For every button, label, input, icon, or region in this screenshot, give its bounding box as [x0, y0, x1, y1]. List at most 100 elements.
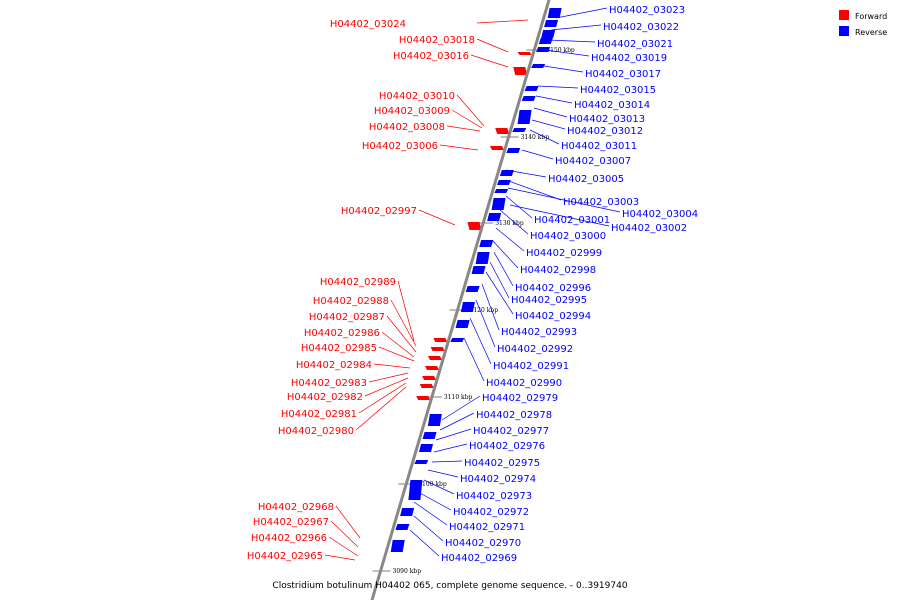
forward-gene-feature[interactable]	[427, 356, 442, 360]
forward-gene-label[interactable]: H04402_03008	[369, 122, 445, 133]
forward-gene-feature[interactable]	[422, 376, 437, 380]
reverse-gene-label[interactable]: H04402_02976	[469, 441, 545, 452]
forward-gene-label[interactable]: H04402_03010	[379, 91, 455, 102]
forward-gene-feature[interactable]	[495, 128, 510, 134]
forward-gene-feature[interactable]	[513, 67, 528, 75]
reverse-gene-label[interactable]: H04402_02999	[526, 248, 602, 259]
reverse-gene-feature[interactable]	[471, 266, 486, 274]
reverse-gene-feature[interactable]	[479, 240, 494, 247]
reverse-gene-label[interactable]: H04402_03011	[561, 141, 637, 152]
reverse-gene-feature[interactable]	[408, 480, 423, 500]
reverse-gene-label[interactable]: H04402_02993	[501, 327, 577, 338]
reverse-gene-label[interactable]: H04402_03015	[580, 85, 656, 96]
reverse-gene-feature[interactable]	[524, 86, 539, 91]
reverse-gene-label[interactable]: H04402_02970	[445, 538, 521, 549]
forward-gene-label[interactable]: H04402_03009	[374, 106, 450, 117]
reverse-gene-feature[interactable]	[517, 110, 532, 124]
forward-gene-feature[interactable]	[517, 52, 532, 55]
forward-gene-feature[interactable]	[425, 366, 440, 370]
forward-gene-label[interactable]: H04402_02987	[309, 312, 385, 323]
reverse-gene-label[interactable]: H04402_03002	[611, 223, 687, 234]
reverse-gene-feature[interactable]	[390, 540, 405, 552]
reverse-gene-feature[interactable]	[491, 198, 506, 210]
reverse-gene-label[interactable]: H04402_02995	[511, 295, 587, 306]
reverse-gene-label[interactable]: H04402_02975	[464, 458, 540, 469]
reverse-gene-feature[interactable]	[400, 508, 415, 516]
forward-gene-label[interactable]: H04402_02968	[258, 502, 334, 513]
forward-gene-label[interactable]: H04402_03016	[393, 51, 469, 62]
reverse-gene-label[interactable]: H04402_02972	[453, 507, 529, 518]
reverse-gene-label[interactable]: H04402_03004	[622, 209, 698, 220]
reverse-gene-feature[interactable]	[487, 213, 502, 221]
reverse-gene-label[interactable]: H04402_03000	[530, 231, 606, 242]
reverse-gene-feature[interactable]	[531, 64, 546, 68]
reverse-gene-feature[interactable]	[544, 20, 559, 27]
reverse-gene-label[interactable]: H04402_03013	[569, 114, 645, 125]
reverse-gene-feature[interactable]	[465, 286, 480, 292]
reverse-gene-label[interactable]: H04402_03003	[563, 197, 639, 208]
forward-gene-feature[interactable]	[430, 347, 445, 351]
reverse-gene-label[interactable]: H04402_02978	[476, 410, 552, 421]
forward-gene-label[interactable]: H04402_02966	[251, 533, 327, 544]
reverse-gene-feature[interactable]	[455, 320, 470, 328]
forward-gene-label[interactable]: H04402_02965	[247, 551, 323, 562]
forward-gene-label[interactable]: H04402_02981	[281, 409, 357, 420]
reverse-gene-feature[interactable]	[496, 180, 511, 185]
reverse-gene-label[interactable]: H04402_02977	[473, 426, 549, 437]
forward-gene-label[interactable]: H04402_02997	[341, 206, 417, 217]
reverse-gene-label[interactable]: H04402_03001	[534, 215, 610, 226]
reverse-gene-label[interactable]: H04402_03021	[597, 39, 673, 50]
reverse-gene-label[interactable]: H04402_02974	[460, 474, 536, 485]
reverse-gene-label[interactable]: H04402_02973	[456, 491, 532, 502]
reverse-gene-feature[interactable]	[541, 30, 556, 38]
forward-gene-label[interactable]: H04402_03018	[399, 35, 475, 46]
forward-gene-feature[interactable]	[416, 396, 431, 400]
forward-gene-feature[interactable]	[433, 338, 448, 342]
reverse-gene-feature[interactable]	[521, 96, 536, 101]
reverse-gene-feature[interactable]	[395, 524, 410, 530]
reverse-gene-label[interactable]: H04402_03017	[585, 69, 661, 80]
reverse-gene-feature[interactable]	[422, 432, 437, 439]
reverse-gene-feature[interactable]	[427, 414, 442, 426]
reverse-gene-label[interactable]: H04402_03014	[574, 100, 650, 111]
reverse-gene-label[interactable]: H04402_02992	[497, 344, 573, 355]
reverse-gene-feature[interactable]	[499, 170, 514, 176]
reverse-gene-label[interactable]: H04402_03023	[609, 5, 685, 16]
reverse-gene-feature[interactable]	[506, 148, 521, 153]
forward-gene-label[interactable]: H04402_02984	[296, 360, 372, 371]
forward-gene-label[interactable]: H04402_02988	[313, 296, 389, 307]
reverse-gene-feature[interactable]	[419, 444, 434, 452]
reverse-gene-feature[interactable]	[450, 338, 465, 342]
reverse-gene-label[interactable]: H04402_02994	[515, 311, 591, 322]
reverse-gene-label[interactable]: H04402_03022	[603, 22, 679, 33]
reverse-gene-label[interactable]: H04402_03012	[567, 126, 643, 137]
forward-gene-label[interactable]: H04402_02983	[291, 378, 367, 389]
forward-gene-label[interactable]: H04402_03006	[362, 141, 438, 152]
reverse-gene-label[interactable]: H04402_02969	[441, 553, 517, 564]
reverse-gene-label[interactable]: H04402_02991	[493, 361, 569, 372]
reverse-gene-label[interactable]: H04402_02998	[520, 265, 596, 276]
reverse-gene-label[interactable]: H04402_02996	[515, 283, 591, 294]
reverse-gene-feature[interactable]	[494, 189, 509, 193]
forward-gene-label[interactable]: H04402_02982	[287, 392, 363, 403]
forward-gene-label[interactable]: H04402_02989	[320, 277, 396, 288]
reverse-gene-label[interactable]: H04402_03019	[591, 53, 667, 64]
reverse-gene-label[interactable]: H04402_03005	[548, 174, 624, 185]
reverse-gene-feature[interactable]	[460, 302, 475, 312]
reverse-gene-feature[interactable]	[538, 38, 553, 44]
forward-gene-feature[interactable]	[467, 222, 482, 230]
forward-gene-label[interactable]: H04402_02980	[278, 426, 354, 437]
forward-gene-label[interactable]: H04402_02967	[253, 517, 329, 528]
forward-gene-label[interactable]: H04402_02985	[301, 343, 377, 354]
reverse-gene-feature[interactable]	[547, 8, 562, 18]
forward-gene-feature[interactable]	[489, 146, 504, 150]
forward-gene-label[interactable]: H04402_03024	[330, 19, 406, 30]
reverse-gene-label[interactable]: H04402_03007	[555, 156, 631, 167]
reverse-gene-label[interactable]: H04402_02990	[486, 378, 562, 389]
reverse-gene-feature[interactable]	[475, 252, 490, 264]
reverse-gene-label[interactable]: H04402_02979	[482, 393, 558, 404]
reverse-gene-feature[interactable]	[414, 460, 429, 464]
forward-gene-label[interactable]: H04402_02986	[304, 328, 380, 339]
forward-gene-feature[interactable]	[419, 384, 434, 388]
reverse-gene-feature[interactable]	[512, 128, 527, 132]
